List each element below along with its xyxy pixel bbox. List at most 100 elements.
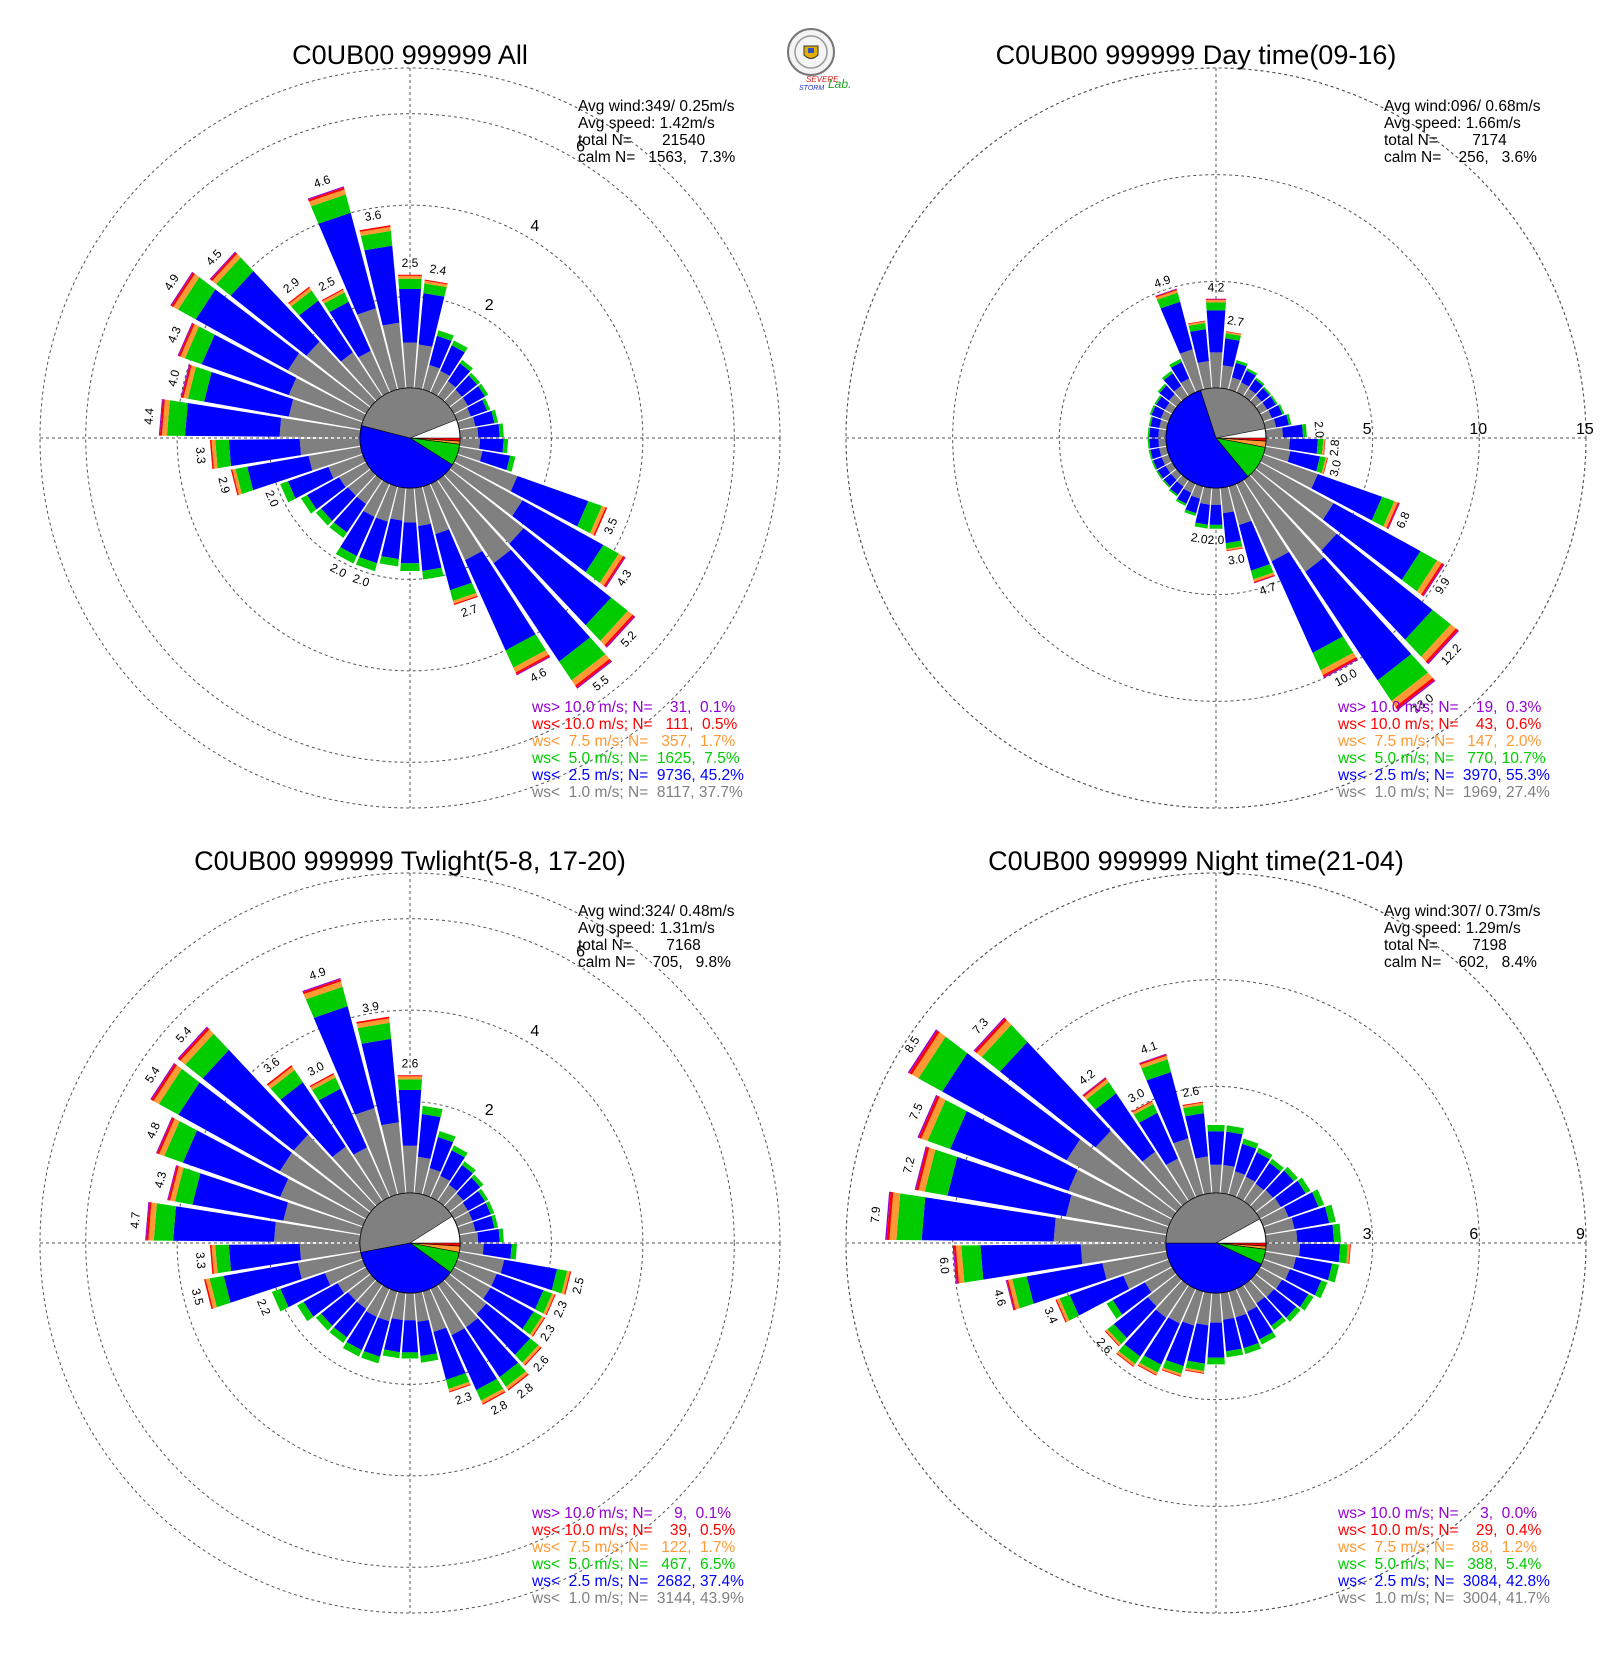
- bar-segment-green: [437, 1130, 456, 1143]
- bar-segment-red: [266, 1065, 293, 1086]
- bar-segment-orange: [322, 289, 345, 304]
- bars: 2.63.44.66.07.97.27.58.57.34.23.04.12.6: [868, 1015, 1351, 1377]
- bar-segment-red: [1116, 1352, 1134, 1368]
- bar-segment-green: [329, 1327, 347, 1344]
- bar-segment-blue: [318, 212, 376, 315]
- bar-segment-gray: [355, 1107, 398, 1198]
- bar-segment-orange: [398, 275, 422, 279]
- bar-segment-green: [1316, 456, 1326, 474]
- bar-segment-gray: [1236, 1176, 1256, 1201]
- bar-segment-green: [1377, 654, 1428, 702]
- bar-label: 2.7: [1226, 313, 1245, 330]
- bar-segment-gray: [1158, 438, 1167, 447]
- bar-segment-green: [1338, 1244, 1348, 1264]
- bar-segment-red: [1322, 657, 1358, 678]
- bar-segment-green: [498, 423, 504, 438]
- ring-label: 15: [1576, 421, 1594, 438]
- bar-segment-blue: [340, 510, 375, 557]
- bar-segment-gray: [288, 377, 366, 422]
- bar-segment-gray: [437, 1184, 458, 1206]
- bar-segment-red: [309, 1072, 335, 1088]
- bar-segment-blue: [228, 439, 301, 467]
- bar-segment-blue: [202, 1049, 309, 1151]
- bar-segment-blue: [429, 335, 452, 369]
- bar-label: 2.0: [351, 571, 372, 590]
- bar-segment-green: [187, 366, 212, 402]
- bar-label: 2.0: [1208, 533, 1225, 547]
- bar-label: 6.8: [1393, 509, 1413, 530]
- legend-item: ws< 2.5 m/s; N= 9736, 45.2%: [531, 767, 744, 784]
- bar-segment-green: [1262, 386, 1272, 396]
- bar-segment-red: [424, 279, 448, 285]
- ring-label: 3: [1363, 1226, 1372, 1243]
- bar-segment-gray: [1236, 1285, 1257, 1312]
- bar-segment-blue: [448, 1165, 473, 1191]
- bar-segment-red: [1425, 628, 1459, 664]
- bar-segment-green: [1162, 479, 1171, 488]
- bar-segment-orange: [1421, 624, 1456, 662]
- calm-pie: [359, 387, 461, 489]
- bar-segment-gray: [1220, 1291, 1235, 1320]
- bar-segment-gray: [1180, 378, 1196, 396]
- bar-segment-blue: [1163, 373, 1182, 392]
- bar-label: 4.0: [165, 368, 183, 388]
- bar-segment-gray: [1220, 1164, 1235, 1195]
- bar-segment-green: [1157, 383, 1167, 394]
- bar-label: 3.9: [361, 999, 380, 1016]
- bar-segment-blue: [447, 363, 471, 388]
- bar-segment-gray: [402, 1145, 418, 1194]
- bar-segment-blue: [1209, 504, 1223, 525]
- bar-segment-green: [1243, 1343, 1262, 1355]
- bar-segment-gray: [287, 353, 371, 414]
- bar-segment-green: [315, 1313, 333, 1331]
- bar-segment-green: [1328, 1263, 1340, 1283]
- bar-segment-green: [577, 501, 602, 534]
- bar-segment-green: [312, 1077, 341, 1101]
- bar-segment-green: [216, 257, 254, 296]
- bar-segment-purple: [180, 364, 190, 398]
- bar-segment-green: [184, 326, 215, 365]
- bar-segment-blue: [493, 549, 591, 662]
- bar-segment-red: [157, 1117, 175, 1155]
- bar-segment-gray: [1255, 1267, 1283, 1289]
- bar-segment-green: [1242, 1138, 1259, 1149]
- bar-segment-gray: [1236, 382, 1249, 396]
- bar-segment-blue: [313, 1006, 375, 1115]
- bar-label: 2.3: [453, 1389, 474, 1408]
- bar-segment-green: [1059, 1294, 1079, 1321]
- bar-segment-gray: [449, 1202, 469, 1219]
- bar-segment-green: [400, 563, 420, 572]
- bar-segment-red: [159, 399, 165, 436]
- bar-segment-purple: [170, 271, 194, 306]
- bar-segment-gray: [1211, 487, 1221, 505]
- stat-avg-speed: Avg speed: 1.66m/s: [1384, 115, 1521, 132]
- bar-segment-green: [178, 277, 216, 320]
- bar-label: 3.3: [193, 1251, 208, 1269]
- bar-segment-blue: [1026, 1263, 1107, 1304]
- bar-segment-gray: [1260, 410, 1272, 422]
- bar-segment-orange: [159, 1118, 180, 1157]
- bar-segment-green: [153, 1203, 176, 1241]
- stat-total: total N= 7198: [1384, 937, 1507, 954]
- bar-segment-blue: [477, 424, 500, 438]
- logo-line2: STORM: [799, 85, 824, 92]
- bar-segment-gray: [1243, 1280, 1265, 1304]
- bar-segment-green: [1209, 524, 1223, 529]
- bar-segment-red: [1386, 502, 1400, 529]
- bar-segment-gray: [1168, 394, 1182, 407]
- legend-item: ws> 10.0 m/s; N= 31, 0.1%: [531, 699, 736, 716]
- bar-segment-gray: [1265, 427, 1284, 438]
- bar-segment-green: [361, 1351, 381, 1364]
- bar-label: 2.9: [215, 475, 233, 495]
- bar-segment-orange: [921, 1096, 946, 1141]
- bar-segment-green: [1183, 1104, 1205, 1117]
- lab-logo: SEVERE STORM Lab.: [787, 28, 851, 92]
- bar-label: 3.6: [261, 1054, 283, 1075]
- bar-segment-gray: [1265, 1230, 1298, 1243]
- bar-segment-green: [551, 1268, 568, 1294]
- bar-segment-blue: [320, 487, 356, 521]
- bar-segment-blue: [1288, 438, 1318, 454]
- bar-segment-gray: [1200, 486, 1212, 505]
- bar-segment-blue: [417, 1320, 437, 1357]
- panel-night: 3 6 9 2.6 3.4 4.6 6.0 7.9 7.2 7.5 8.5 7.3 4.2 3.0 4.1…: [845, 846, 1587, 1614]
